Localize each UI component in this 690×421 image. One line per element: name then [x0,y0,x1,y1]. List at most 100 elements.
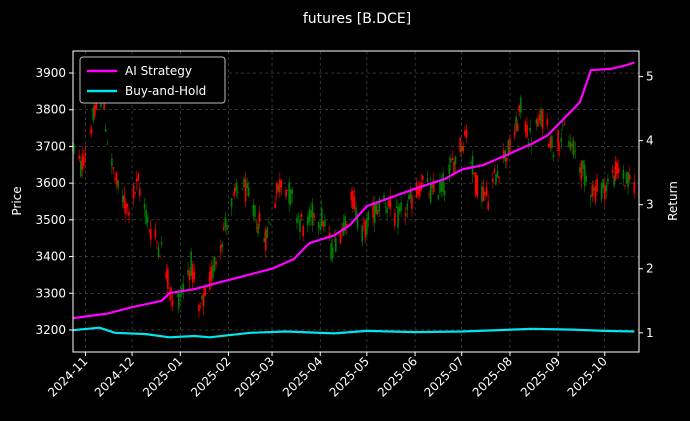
candle-body [246,183,248,189]
candle-body [398,206,401,213]
candle-body [602,179,605,189]
candle-body [268,222,270,224]
candle-body [582,160,584,169]
candle-body [106,143,109,145]
candle-body [568,141,570,148]
candle-body [633,181,636,194]
left-tick-label: 3600 [35,176,66,190]
candle-body [557,130,559,152]
candle-body [515,116,517,131]
candle-body [481,185,483,202]
left-tick-label: 3900 [35,66,66,80]
candle-body [81,154,84,170]
candle-body [291,190,294,194]
candle-body [569,142,572,150]
candle-body [255,227,258,229]
candle-body [625,172,628,183]
candle-body [302,226,304,237]
candle-body [506,157,508,162]
candle-body [244,179,247,202]
candle-body [572,140,575,156]
return-lines [72,61,635,339]
candle-body [589,195,592,198]
candle-body [352,190,354,209]
candle-body [135,178,138,182]
right-tick-label: 2 [646,262,654,276]
candle-body [275,182,278,194]
candle-body [395,207,398,209]
candle-body [495,173,497,185]
candle-body [454,156,457,165]
candle-body [198,305,200,311]
candle-body [210,266,213,281]
candle-body [280,180,283,188]
candle-body [156,241,158,243]
candle-body [177,290,180,310]
candle-body [362,222,365,224]
candle-body [378,198,381,212]
candle-body [125,204,127,214]
candle-body [334,237,337,252]
left-tick-label: 3800 [35,103,66,117]
candle-body [191,263,194,283]
candle-body [460,145,463,152]
candle-body [406,203,409,210]
candle-body [485,187,488,196]
candle-body [188,270,191,281]
candle-body [404,212,407,217]
candle-body [117,180,119,188]
candle-body [199,307,202,309]
candle-body [429,183,432,203]
candle-body [375,201,378,214]
candle-body [288,182,290,204]
candle-body [223,226,225,231]
candle-body [115,172,118,185]
candle-body [628,174,631,180]
candle-body [496,171,499,178]
candle-body [366,217,368,235]
candle-body [308,209,311,223]
left-tick-label: 3500 [35,213,66,227]
left-tick-label: 3700 [35,139,66,153]
candle-body [89,132,91,134]
left-tick-label: 3300 [35,286,66,300]
candle-body [344,216,346,231]
candle-body [562,121,564,123]
candle-body [143,203,146,209]
candle-body [73,146,76,148]
candle-body [126,203,129,207]
candle-body [558,149,561,151]
candle-body [624,185,626,187]
candle-body [560,137,563,143]
candle-body [376,210,379,215]
candle-body [367,211,370,220]
candle-body [258,212,261,223]
left-axis: 3200 3300 3400 3500 3600 3700 3800 3900 [35,66,73,337]
candle-body [83,156,85,166]
candle-body [213,257,216,271]
candle-body [306,216,309,226]
candle-body [548,143,550,147]
price-candles [72,82,636,319]
candle-body [111,158,113,167]
candle-body [593,187,595,192]
legend-label-ai-strategy: AI Strategy [125,64,192,78]
candle-body [132,184,135,200]
candle-body [257,223,259,234]
candle-body [201,295,203,300]
candle-body [540,108,542,126]
candle-body [448,164,451,175]
legend-label-buy-and-hold: Buy-and-Hold [125,84,206,98]
candle-body [492,178,494,183]
candle-body [95,101,98,110]
candle-body [364,220,367,238]
candle-body [594,186,597,202]
candle-body [226,224,228,231]
candle-body [224,217,227,227]
candle-body [353,196,356,209]
candle-body [361,225,364,242]
candle-body [254,205,256,217]
candle-body [580,161,583,181]
candle-body [471,156,474,175]
candle-body [193,271,196,279]
